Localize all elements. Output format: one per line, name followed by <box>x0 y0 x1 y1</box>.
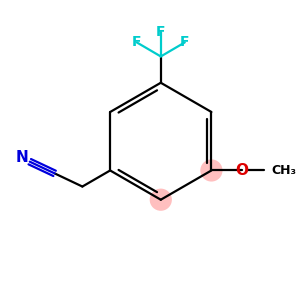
Text: CH₃: CH₃ <box>271 164 296 177</box>
Text: F: F <box>180 35 190 50</box>
Text: O: O <box>236 163 249 178</box>
Text: F: F <box>132 35 142 50</box>
Text: N: N <box>15 150 28 165</box>
Circle shape <box>200 159 223 182</box>
Circle shape <box>150 189 172 211</box>
Text: F: F <box>156 25 166 39</box>
